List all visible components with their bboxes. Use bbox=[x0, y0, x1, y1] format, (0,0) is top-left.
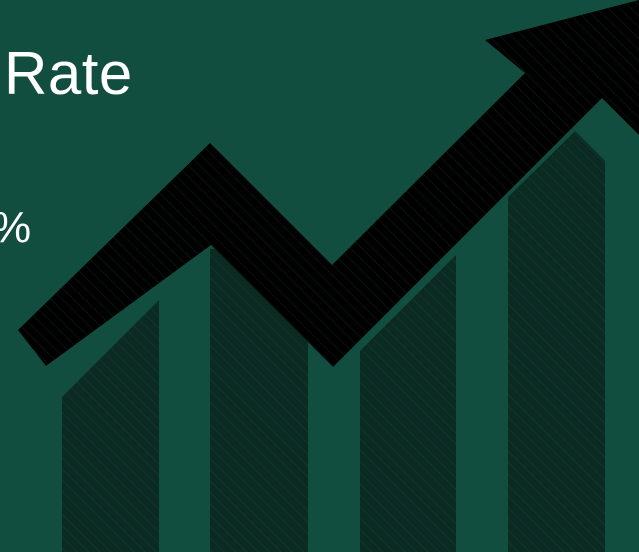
slide-title-fragment: Rate bbox=[4, 40, 133, 107]
trend-arrow bbox=[18, 0, 639, 367]
slide-value-fragment: % bbox=[0, 198, 31, 258]
bar-1-hatch bbox=[62, 300, 159, 552]
bar-3-hatch bbox=[360, 255, 456, 552]
bar-2-hatch bbox=[210, 249, 308, 552]
bar-hatch-group bbox=[62, 131, 605, 552]
trend-arrow-hatch bbox=[18, 0, 639, 367]
bar-4-hatch bbox=[508, 131, 605, 552]
